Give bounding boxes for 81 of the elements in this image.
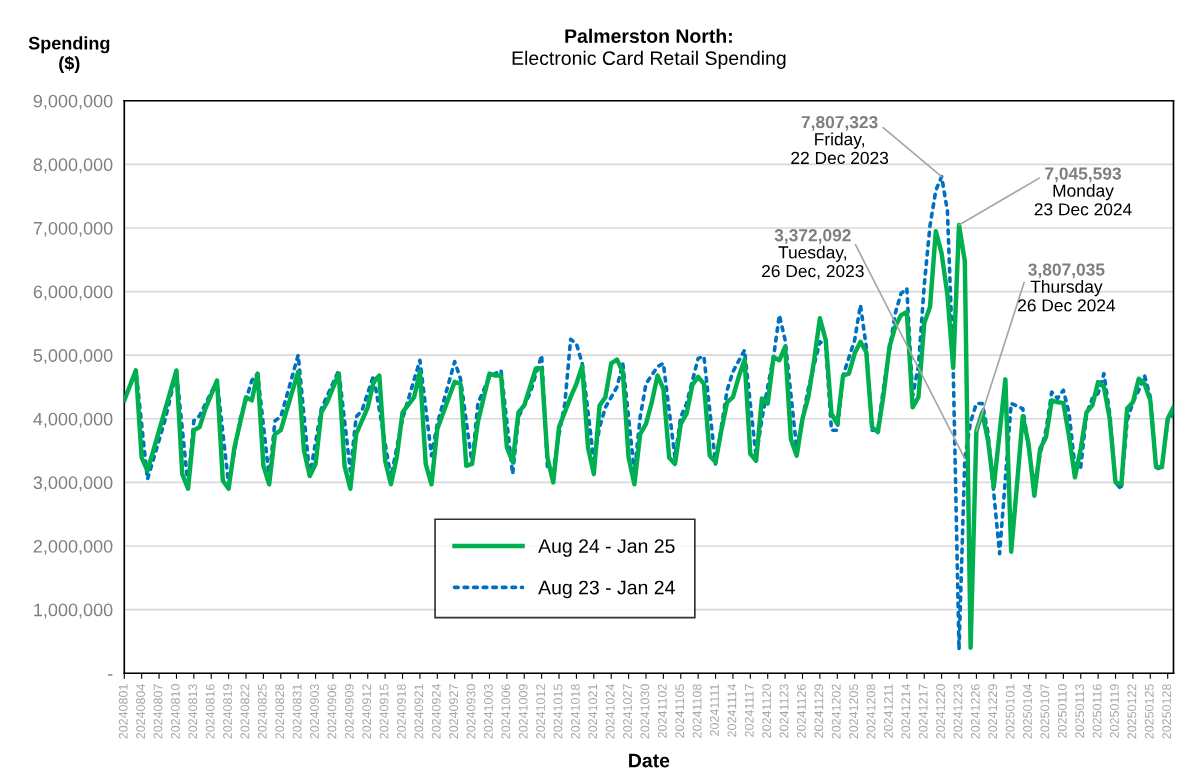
x-tick-label: 20240909 [344, 684, 354, 739]
x-tick-label: 20250107 [1040, 684, 1050, 739]
x-tick-label: 20240831 [292, 684, 302, 739]
x-tick-label: 20240906 [327, 684, 337, 739]
x-tick-label: 20241114 [727, 684, 737, 737]
x-tick-label: 20241021 [588, 684, 598, 739]
x-tick-label: 20241111 [710, 684, 719, 736]
x-tick-label: 20240924 [431, 684, 441, 739]
x-tick-label: 20240810 [170, 684, 180, 739]
x-tick-label: 20241009 [518, 684, 528, 739]
x-tick-label: 20240801 [118, 684, 128, 739]
x-tick-label: 20240930 [466, 684, 476, 739]
x-tick-label: 20250113 [1075, 684, 1085, 738]
x-tick-label: 20240918 [397, 684, 406, 739]
x-tick-label: 20241027 [623, 684, 632, 739]
y-tick-label: 1,000,000 [34, 603, 113, 619]
x-tick-label: 20240819 [223, 684, 232, 739]
x-tick-label: 20250104 [1023, 684, 1032, 739]
x-tick-label: 20241108 [692, 684, 702, 738]
x-tick-label: 20240822 [240, 684, 250, 739]
x-tick-label: 20250101 [1005, 684, 1015, 739]
legend-label: Aug 23 - Jan 24 [538, 580, 675, 599]
y-tick-label: 9,000,000 [33, 94, 113, 110]
y-tick-label: - [107, 674, 113, 676]
x-tick-label: 20240915 [379, 684, 389, 739]
x-tick-label: 20241102 [657, 684, 667, 738]
y-tick-label: 3,000,000 [33, 476, 113, 492]
x-tick-label: 20241012 [536, 684, 545, 739]
x-tick-label: 20250110 [1057, 684, 1067, 738]
x-tick-label: 20241205 [849, 684, 859, 739]
y-tick-label: 6,000,000 [33, 285, 113, 301]
x-tick-label: 20250125 [1144, 684, 1154, 739]
annotation: 3,372,092 Tuesday, 26 Dec, 2023 [762, 229, 864, 280]
y-tick-label: 5,000,000 [33, 349, 113, 365]
x-tick-label: 20250122 [1127, 684, 1137, 739]
y-axis-title: Spending ($) [28, 36, 110, 74]
x-tick-label: 20241214 [901, 684, 911, 739]
x-tick-label: 20250116 [1092, 684, 1102, 738]
x-tick-label: 20240903 [310, 684, 319, 739]
x-tick-label: 20241229 [988, 684, 998, 739]
x-tick-label: 20241018 [570, 684, 580, 739]
x-tick-label: 20241202 [831, 684, 841, 739]
annotation: 7,807,323 Friday, 22 Dec 2023 [791, 115, 889, 165]
x-tick-label: 20241220 [936, 684, 945, 739]
annotation: 7,045,593 Monday 23 Dec 2024 [1034, 167, 1132, 216]
x-tick-label: 20240807 [153, 684, 163, 739]
x-tick-label: 20241030 [640, 684, 650, 739]
chart-title: Palmerston North: [565, 28, 732, 44]
x-tick-label: 20240813 [188, 684, 198, 739]
y-tick-label: 8,000,000 [33, 158, 113, 174]
y-tick-label: 2,000,000 [33, 539, 113, 555]
x-tick-label: 20241208 [866, 684, 876, 739]
x-tick-label: 20240927 [449, 684, 459, 739]
x-tick-label: 20241129 [814, 684, 824, 738]
y-tick-label: 4,000,000 [33, 412, 113, 428]
x-tick-label: 20240804 [136, 684, 146, 739]
x-tick-label: 20240921 [414, 684, 424, 739]
x-tick-label: 20241015 [553, 684, 563, 739]
x-tick-label: 20241217 [918, 684, 928, 739]
x-tick-label: 20241226 [970, 684, 980, 739]
x-tick-label: 20241003 [483, 684, 493, 739]
annotation: 3,807,035 Thursday 26 Dec 2024 [1018, 263, 1116, 312]
chart-subtitle: Electronic Card Retail Spending [512, 50, 786, 69]
x-tick-label: 20241211 [883, 684, 893, 738]
x-tick-label: 20241120 [762, 684, 772, 738]
legend-label: Aug 24 - Jan 25 [538, 539, 675, 557]
x-tick-label: 20240828 [275, 684, 285, 739]
x-tick-label: 20241223 [953, 684, 963, 739]
x-tick-label: 20240816 [205, 684, 215, 739]
x-tick-label: 20241117 [744, 684, 754, 737]
y-tick-label: 7,000,000 [33, 221, 113, 237]
x-tick-label: 20241024 [605, 684, 615, 739]
x-tick-label: 20240825 [257, 684, 267, 739]
x-tick-label: 20250128 [1162, 684, 1172, 739]
x-tick-label: 20241006 [501, 684, 511, 739]
x-tick-label: 20240912 [362, 684, 372, 739]
x-tick-label: 20241126 [797, 684, 806, 738]
x-axis-title: Date [629, 753, 670, 768]
x-tick-label: 20241123 [779, 684, 789, 738]
x-tick-label: 20241105 [675, 684, 685, 738]
x-tick-label: 20250119 [1110, 684, 1119, 738]
